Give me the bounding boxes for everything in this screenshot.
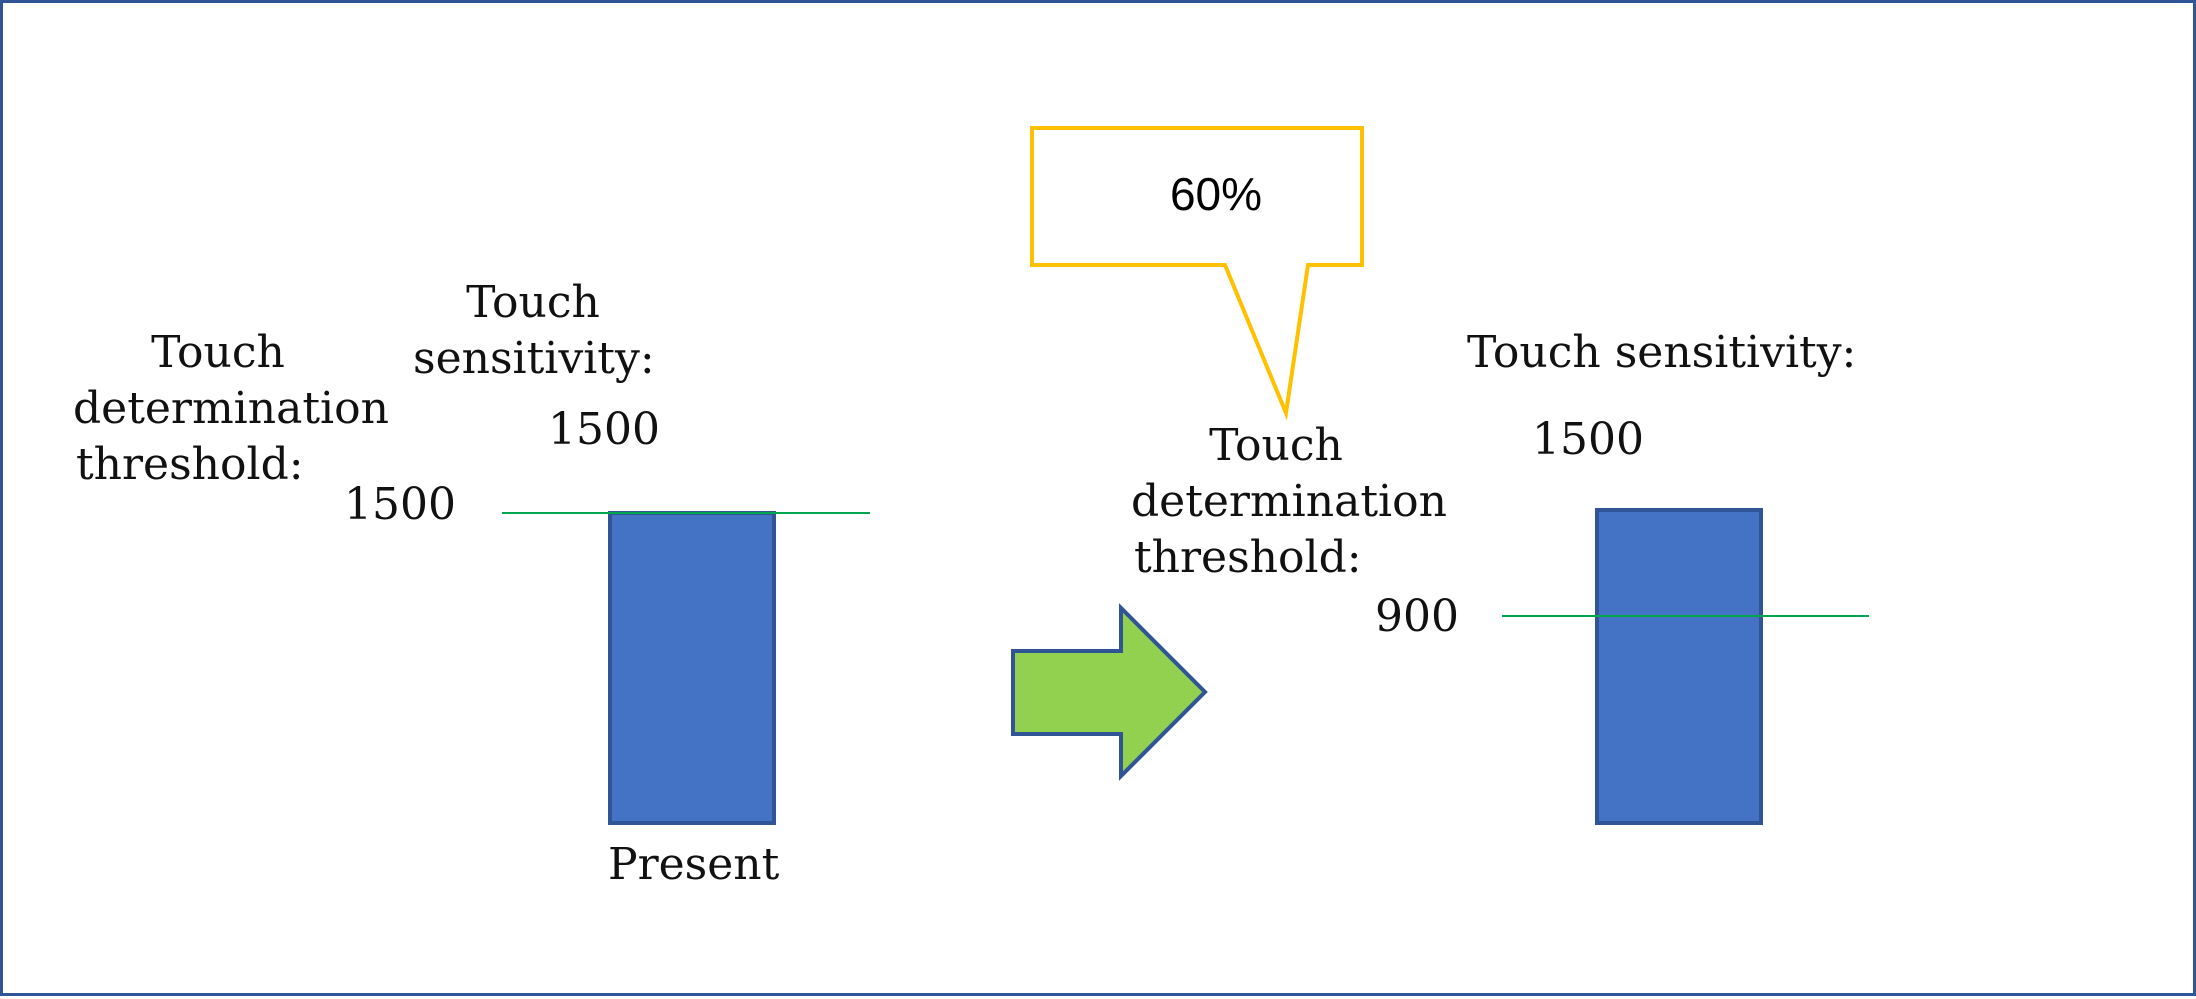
present-threshold-value: 1500	[344, 479, 456, 530]
callout-percentage: 60%	[1169, 168, 1263, 220]
right-arrow-icon	[1011, 603, 1208, 781]
present-sensitivity-bar	[608, 511, 776, 825]
new-threshold-label: Touch determination threshold:	[1131, 420, 1447, 583]
new-sensitivity-bar	[1595, 508, 1763, 825]
present-caption: Present	[608, 839, 780, 890]
new-sensitivity-value: 1500	[1532, 414, 1644, 465]
diagram-shapes	[502, 126, 1869, 825]
new-sensitivity-label: Touch sensitivity:	[1467, 327, 1857, 378]
callout-bubble	[1030, 126, 1364, 421]
present-sensitivity-label: Touch sensitivity:	[413, 277, 655, 384]
new-threshold-value: 900	[1375, 591, 1459, 642]
present-sensitivity-value: 1500	[548, 404, 660, 455]
present-threshold-label: Touch determination threshold:	[73, 327, 389, 490]
